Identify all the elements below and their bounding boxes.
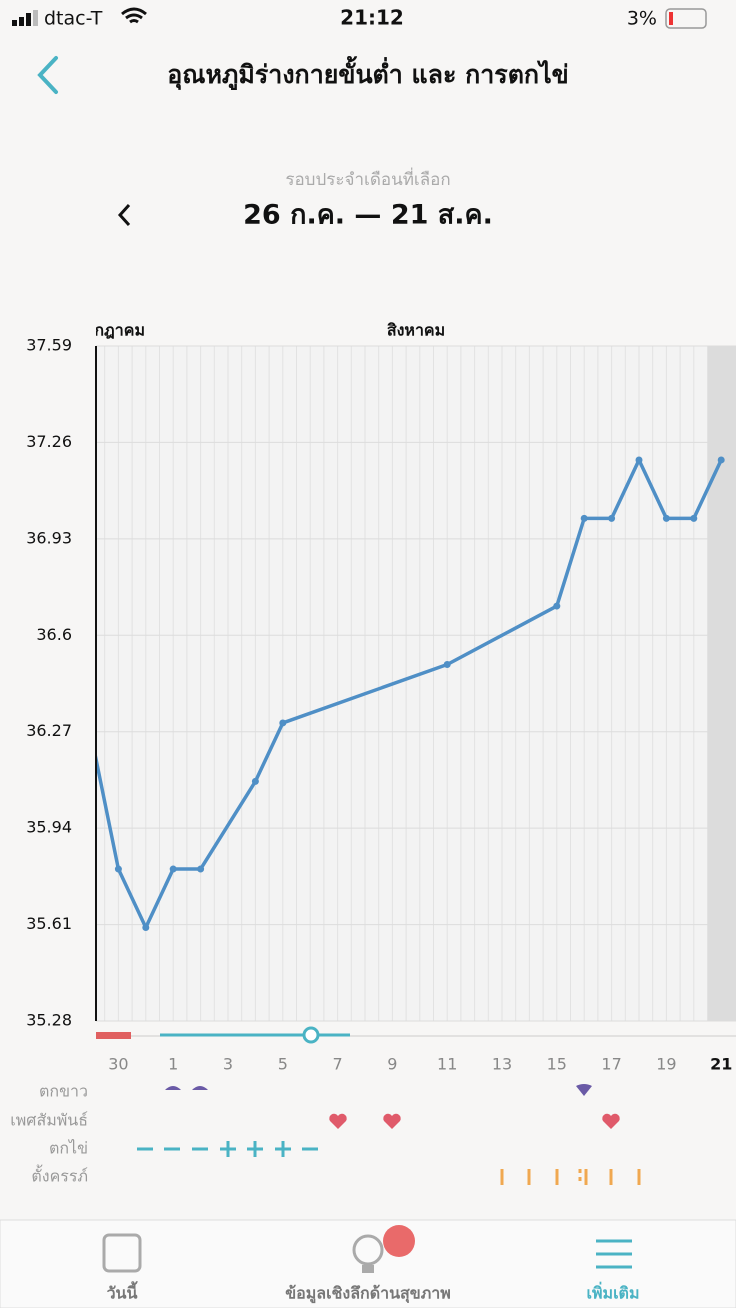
- more-tab[interactable]: เพิ่มเติม: [587, 1239, 640, 1303]
- tab-label: เพิ่มเติม: [587, 1282, 640, 1303]
- back-button[interactable]: [37, 56, 58, 94]
- temperature-point: [608, 514, 616, 522]
- y-tick-label: 37.59: [26, 336, 72, 355]
- temperature-point: [443, 661, 451, 669]
- y-tick-label: 37.26: [26, 432, 72, 451]
- ovulation-icons: [137, 1141, 318, 1157]
- tab-label: ข้อมูลเชิงลึกด้านสุขภาพ: [285, 1284, 451, 1305]
- y-tick-label: 36.27: [26, 721, 72, 740]
- day-grid: [96, 345, 736, 1022]
- track-label: ตกขาว: [39, 1082, 88, 1101]
- y-tick-label: 35.28: [26, 1011, 72, 1030]
- temperature-point: [114, 865, 122, 873]
- battery-percent: 3%: [627, 8, 657, 30]
- tab-label: วันนี้: [107, 1281, 138, 1303]
- temperature-point: [169, 865, 177, 873]
- month-label: กรกฎาคม: [76, 321, 145, 340]
- track-label: ตกไข่: [49, 1139, 88, 1158]
- battery-level: [669, 12, 673, 25]
- x-tick-label: 1: [168, 1055, 178, 1074]
- temperature-point: [142, 923, 150, 931]
- x-tick-label: 3: [223, 1055, 233, 1074]
- x-tick-label: 17: [601, 1055, 621, 1074]
- page-title: อุณหภูมิร่างกายขั้นต่ำ และ การตกไข่: [167, 55, 569, 91]
- plot: [96, 456, 725, 931]
- x-tick-label: 5: [278, 1055, 288, 1074]
- temperature-point: [553, 602, 561, 610]
- temperature-point: [662, 514, 670, 522]
- temperature-segment: [555, 516, 586, 608]
- today-column: [708, 346, 736, 1021]
- temperature-segment: [144, 867, 175, 930]
- x-tick-label: 13: [492, 1055, 512, 1074]
- temperature-point: [197, 865, 205, 873]
- period-bar: [96, 1032, 131, 1039]
- month-label: สิงหาคม: [387, 321, 446, 340]
- pregnancy-icons: [500, 1169, 641, 1185]
- temperature-segment: [609, 458, 641, 521]
- temperature-segment: [637, 458, 669, 521]
- temperature-segment: [692, 458, 723, 521]
- plot-area: [96, 346, 736, 1021]
- temperature-point: [580, 514, 588, 522]
- prev-cycle[interactable]: [117, 203, 131, 227]
- temperature-segment: [116, 867, 148, 930]
- ovulation-marker: [302, 1026, 320, 1044]
- temperature-segment: [281, 662, 449, 725]
- carrier: dtac-T: [44, 8, 103, 30]
- cycle-range: 26 ก.ค. — 21 ส.ค.: [243, 200, 493, 231]
- battery: [665, 8, 707, 29]
- y-tick-label: 35.61: [26, 914, 72, 933]
- x-tick-label: 9: [387, 1055, 397, 1074]
- x-tick-label: 7: [333, 1055, 343, 1074]
- y-tick-label: 36.93: [26, 528, 72, 547]
- temperature-segment: [96, 750, 121, 871]
- clock: 21:12: [340, 6, 404, 30]
- y-tick-label: 36.6: [36, 625, 72, 644]
- x-tick-label: 19: [656, 1055, 676, 1074]
- temperature-point: [635, 456, 643, 464]
- temperature-point: [279, 719, 287, 727]
- temperature-point: [690, 514, 698, 522]
- temperature-segment: [198, 779, 258, 871]
- x-tick-label: 21: [710, 1055, 732, 1074]
- x-tick-label: 11: [437, 1055, 457, 1074]
- x-tick-label: 30: [108, 1055, 128, 1074]
- temperature-point: [717, 456, 725, 464]
- today-tab[interactable]: วันนี้: [102, 1233, 142, 1303]
- signal: [12, 10, 38, 26]
- track-label: ตั้งครรภ์: [31, 1165, 88, 1186]
- temperature-point: [251, 777, 259, 785]
- x-tick-label: 15: [547, 1055, 567, 1074]
- track-label: เพศสัมพันธ์: [10, 1111, 88, 1130]
- temperature-segment: [445, 604, 559, 667]
- discharge-icons: [165, 1084, 592, 1096]
- temperature-segment: [253, 721, 285, 784]
- intercourse-icons: [329, 1113, 620, 1129]
- wifi: [121, 7, 147, 24]
- cycle-label: รอบประจำเดือนที่เลือก: [285, 167, 450, 190]
- insights-tab[interactable]: ข้อมูลเชิงลึกด้านสุขภาพ: [285, 1225, 451, 1305]
- y-tick-label: 35.94: [26, 818, 72, 837]
